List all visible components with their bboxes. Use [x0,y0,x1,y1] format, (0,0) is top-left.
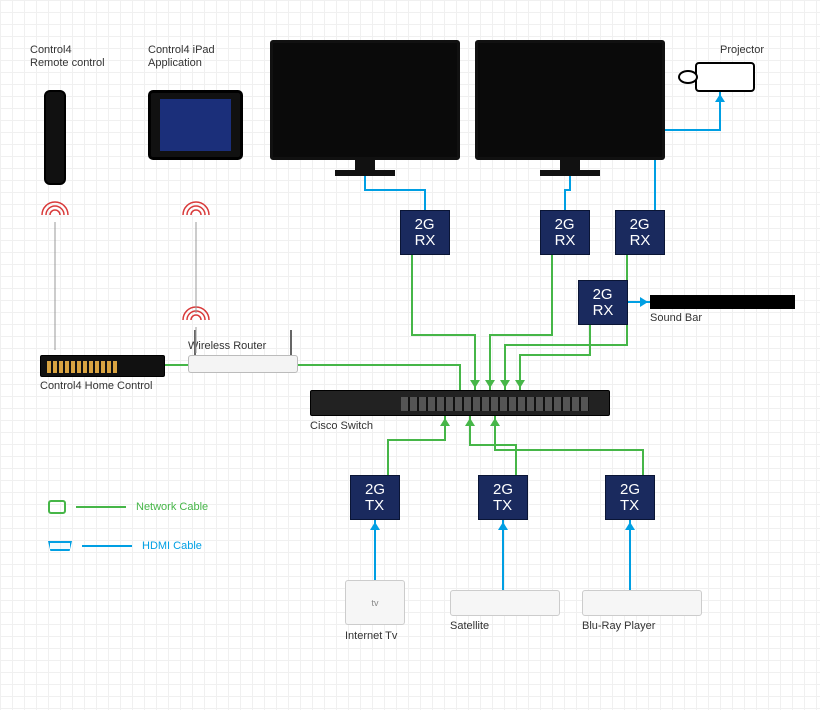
router-label: Wireless Router [188,340,266,352]
control4-ipad [148,90,243,160]
control4-home-control [40,355,165,377]
tx-1: 2GTX [350,475,400,520]
internet-tv-label: Internet Tv [345,630,397,642]
ipad-label: Control4 iPadApplication [148,44,215,69]
legend-network: Network Cable [48,500,208,514]
wireless-router [188,355,298,373]
remote-label: Control4Remote control [30,44,105,69]
soundbar-label: Sound Bar [650,312,702,324]
bluray-box [582,590,702,616]
control4-remote [44,90,66,185]
rx-3: 2GRX [615,210,665,255]
satellite-box [450,590,560,616]
internet-tv-box: tv [345,580,405,625]
hdmi-port-icon [48,541,72,551]
rx-1: 2GRX [400,210,450,255]
bluray-label: Blu-Ray Player [582,620,655,632]
soundbar [650,295,795,309]
projector-label: Projector [720,44,764,56]
rx-2: 2GRX [540,210,590,255]
satellite-label: Satellite [450,620,489,632]
switch-label: Cisco Switch [310,420,373,432]
diagram-canvas: Control4Remote control Control4 iPadAppl… [0,0,820,710]
projector [695,62,755,92]
tx-2: 2GTX [478,475,528,520]
monitor-2 [475,40,665,160]
home-control-label: Control4 Home Control [40,380,153,392]
tx-3: 2GTX [605,475,655,520]
ethernet-port-icon [48,500,66,514]
legend-hdmi: HDMI Cable [48,540,202,552]
cisco-switch [310,390,610,416]
rx-4: 2GRX [578,280,628,325]
monitor-1 [270,40,460,160]
